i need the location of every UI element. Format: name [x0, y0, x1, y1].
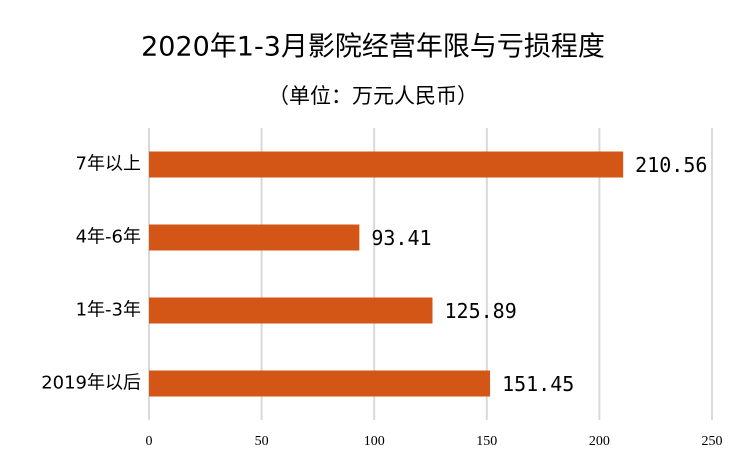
x-tick-label: 250	[702, 434, 723, 449]
x-tick-label: 100	[364, 434, 385, 449]
x-tick-label: 50	[255, 434, 269, 449]
x-tick-label: 0	[146, 434, 153, 449]
y-tick-label: 1年-3年	[76, 300, 141, 321]
value-label: 93.41	[371, 226, 431, 250]
x-tick-label: 150	[476, 434, 497, 449]
x-tick-label: 200	[589, 434, 610, 449]
value-label: 125.89	[445, 299, 517, 323]
bar	[149, 151, 624, 178]
value-label: 151.45	[502, 372, 574, 396]
chart-subtitle: （单位：万元人民币）	[268, 84, 478, 108]
bar	[149, 224, 360, 251]
y-tick-label: 4年-6年	[76, 227, 141, 248]
value-label: 210.56	[635, 153, 707, 177]
y-tick-label: 2019年以后	[41, 373, 141, 394]
chart-title: 2020年1-3月影院经营年限与亏损程度	[141, 32, 605, 63]
bar	[149, 370, 491, 397]
bar	[149, 297, 433, 324]
y-tick-label: 7年以上	[76, 154, 141, 175]
